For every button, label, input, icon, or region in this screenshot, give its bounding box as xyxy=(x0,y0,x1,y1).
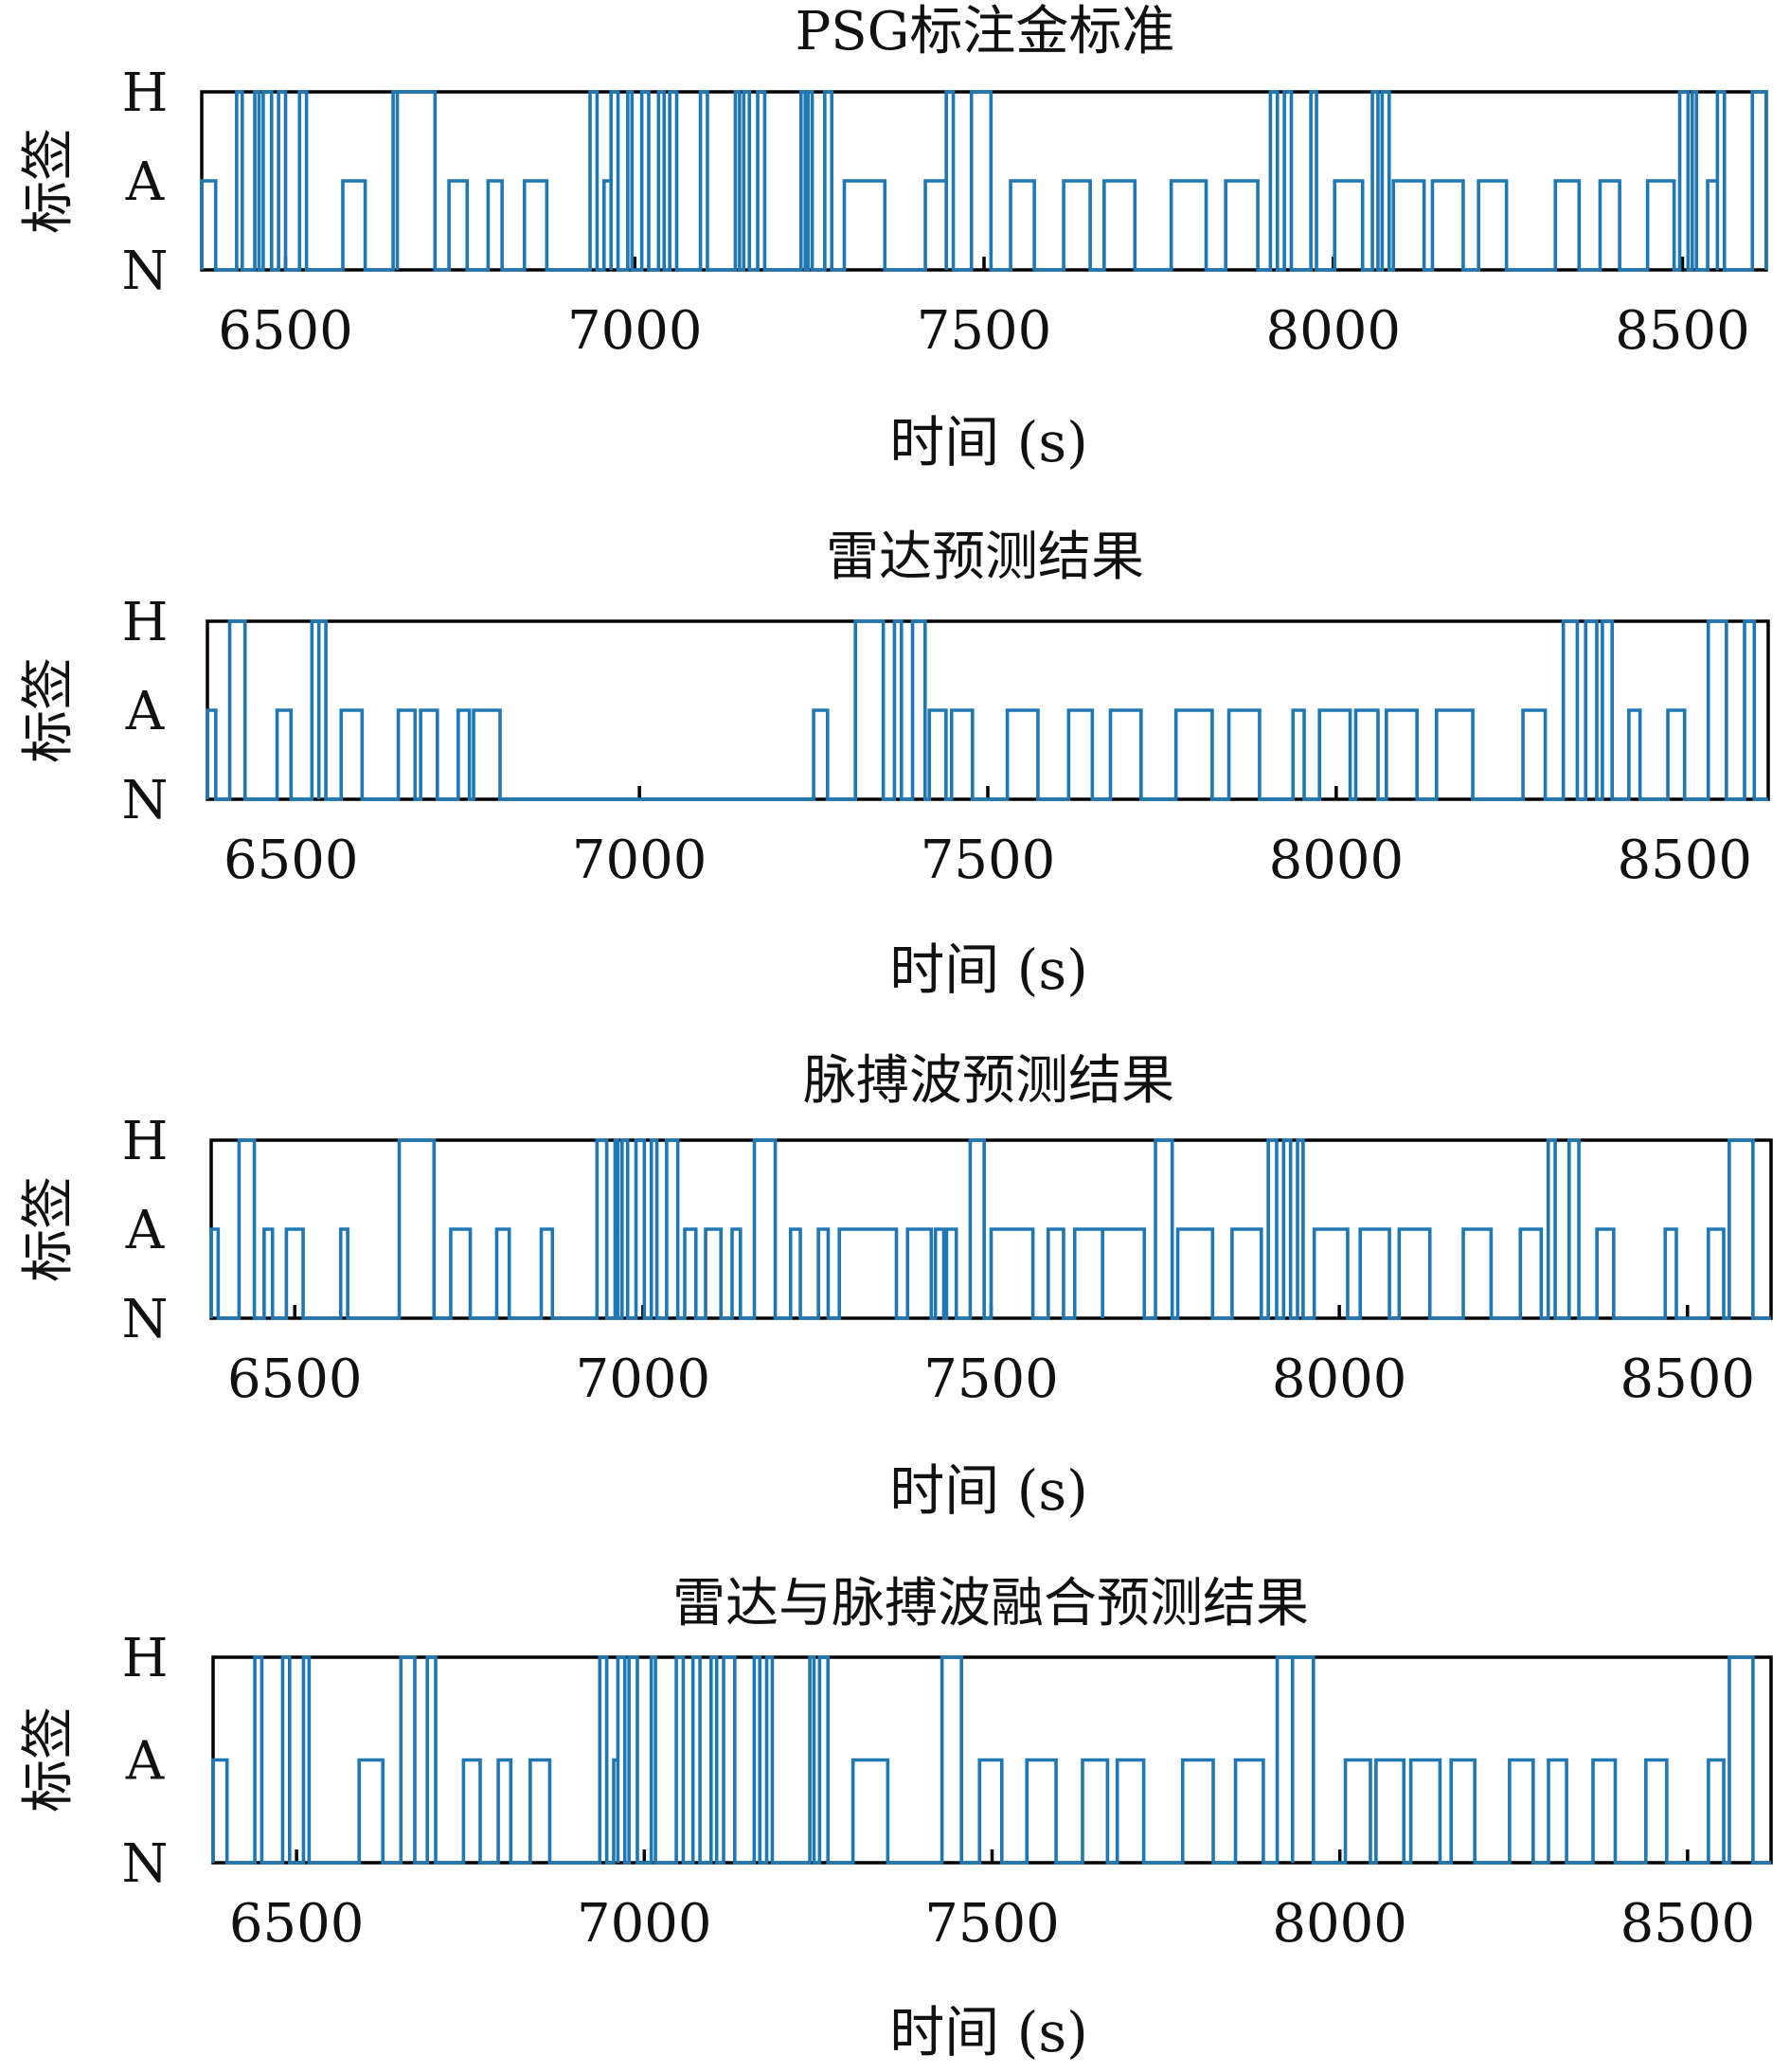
x-ticks: 6500 7000 7500 8000 8500 xyxy=(224,786,1752,891)
y-tick-labels: NAH xyxy=(122,1628,169,1895)
y-tick-label: N xyxy=(122,1833,169,1895)
x-tick-label: 8500 xyxy=(1615,300,1750,362)
panel-psg: PSG标注金标准 6500 7000 7500 8000 8500 NAH 标签 时间 … xyxy=(18,1,1768,474)
x-axis-label: 时间 (s) xyxy=(889,938,1087,1002)
y-tick-label: N xyxy=(122,1289,169,1350)
y-axis-label: 标签 xyxy=(18,657,80,763)
x-tick-label: 7000 xyxy=(576,1349,711,1410)
x-tick-label: 8500 xyxy=(1620,1349,1756,1410)
panel-title: 雷达与脉搏波融合预测结果 xyxy=(672,1573,1309,1634)
panel-title: 雷达预测结果 xyxy=(826,527,1144,588)
series-line xyxy=(200,90,1768,272)
y-tick-label: A xyxy=(125,152,165,213)
y-tick-label: A xyxy=(125,681,165,742)
x-tick-label: 6500 xyxy=(227,1349,363,1410)
x-tick-label: 8000 xyxy=(1272,1349,1407,1410)
x-tick-label: 8000 xyxy=(1272,1893,1407,1955)
x-tick-label: 7000 xyxy=(577,1893,712,1955)
x-axis-label: 时间 (s) xyxy=(889,410,1087,474)
x-tick-label: 7500 xyxy=(917,300,1052,362)
x-tick-label: 7000 xyxy=(567,300,703,362)
x-tick-label: 8500 xyxy=(1617,830,1752,891)
x-tick-label: 8500 xyxy=(1620,1893,1756,1955)
x-ticks: 6500 7000 7500 8000 8500 xyxy=(218,257,1750,362)
x-ticks: 6500 7000 7500 8000 8500 xyxy=(229,1849,1755,1955)
y-tick-labels: NAH xyxy=(122,63,169,302)
y-tick-label: A xyxy=(125,1200,165,1261)
y-tick-label: N xyxy=(122,770,169,831)
x-tick-label: 6500 xyxy=(229,1893,365,1955)
x-axis-label: 时间 (s) xyxy=(889,2000,1087,2064)
series-line xyxy=(206,619,1768,801)
y-tick-labels: NAH xyxy=(122,1111,169,1350)
x-tick-label: 6500 xyxy=(224,830,359,891)
x-tick-label: 7500 xyxy=(924,1893,1060,1955)
panel-pulse-wave: 脉搏波预测结果 6500 7000 7500 8000 8500 NAH 标签 时间 (… xyxy=(18,1050,1773,1523)
panel-radar: 雷达预测结果 6500 7000 7500 8000 8500 NAH 标签 时间 (s… xyxy=(18,527,1770,1002)
x-tick-label: 6500 xyxy=(218,300,353,362)
x-tick-label: 7500 xyxy=(923,1349,1059,1410)
y-axis-label: 标签 xyxy=(18,1706,80,1813)
y-tick-label: H xyxy=(122,63,169,124)
y-tick-label: H xyxy=(122,1628,169,1689)
y-tick-labels: NAH xyxy=(122,592,169,831)
panel-title: PSG标注金标准 xyxy=(796,1,1175,63)
x-tick-label: 7500 xyxy=(921,830,1056,891)
x-ticks: 6500 7000 7500 8000 8500 xyxy=(227,1305,1755,1410)
series-line xyxy=(209,1138,1771,1320)
y-tick-label: A xyxy=(125,1731,165,1793)
y-axis-label: 标签 xyxy=(18,1176,80,1282)
series-line xyxy=(211,1655,1771,1865)
y-tick-label: N xyxy=(122,241,169,302)
y-axis-label: 标签 xyxy=(18,128,80,234)
x-tick-label: 8000 xyxy=(1265,300,1401,362)
y-tick-label: H xyxy=(122,592,169,653)
x-tick-label: 8000 xyxy=(1269,830,1405,891)
x-axis-label: 时间 (s) xyxy=(889,1458,1087,1523)
panel-fusion: 雷达与脉搏波融合预测结果 6500 7000 7500 8000 8500 NAH 标签… xyxy=(18,1573,1773,2064)
panel-title: 脉搏波预测结果 xyxy=(803,1050,1174,1112)
y-tick-label: H xyxy=(122,1111,169,1172)
x-tick-label: 7000 xyxy=(572,830,707,891)
